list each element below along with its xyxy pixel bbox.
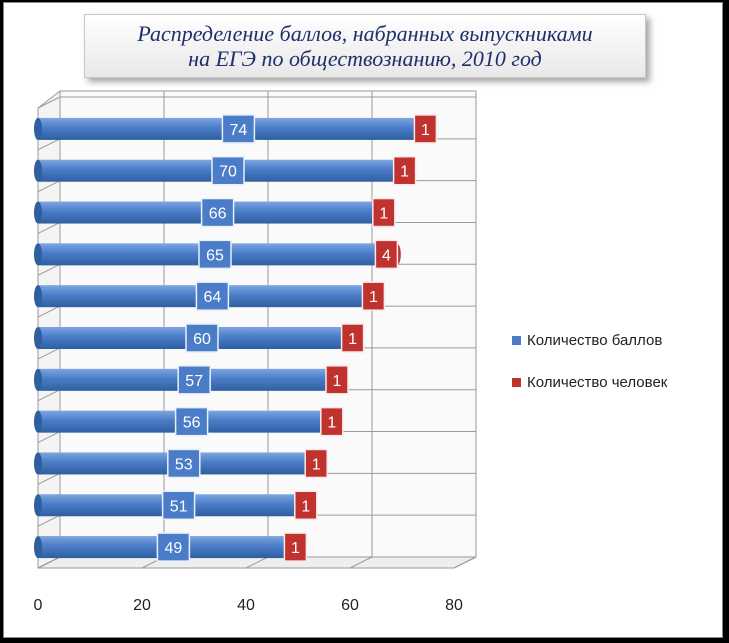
label-box-people bbox=[392, 155, 417, 186]
label-box-people bbox=[413, 114, 438, 144]
gridline-cat bbox=[37, 431, 61, 443]
label-box-people bbox=[374, 239, 399, 270]
bar-scores-cap bbox=[34, 368, 42, 391]
label-box-scores bbox=[161, 490, 196, 521]
bar-scores-cap bbox=[34, 452, 42, 475]
label-box-people bbox=[325, 365, 349, 395]
gridline-cat bbox=[37, 347, 61, 360]
data-label-scores: 70 bbox=[219, 164, 237, 181]
data-label-people: 1 bbox=[312, 456, 321, 473]
data-label-people: 1 bbox=[421, 122, 430, 139]
label-box-people bbox=[304, 448, 328, 479]
legend-item-scores: Количество баллов bbox=[512, 330, 667, 350]
x-tick-label: 0 bbox=[34, 597, 43, 614]
label-box-scores bbox=[174, 406, 209, 437]
label-box-scores bbox=[177, 365, 211, 395]
bar-scores-cap bbox=[34, 494, 42, 517]
gridline-floor bbox=[245, 556, 269, 569]
data-label-people: 1 bbox=[369, 289, 378, 306]
label-box-people bbox=[340, 323, 365, 353]
data-label-scores: 51 bbox=[170, 498, 188, 515]
label-box-people bbox=[283, 532, 308, 562]
data-label-people: 1 bbox=[379, 206, 388, 223]
gridline-cat bbox=[37, 222, 61, 234]
data-label-scores: 56 bbox=[183, 415, 201, 432]
data-label-scores: 60 bbox=[193, 331, 211, 348]
gridline-floor bbox=[349, 556, 373, 569]
label-box-scores bbox=[221, 114, 256, 144]
gridline-cat bbox=[37, 305, 61, 318]
gridline-cat bbox=[37, 263, 61, 276]
label-box-scores bbox=[156, 532, 191, 562]
bar-scores-cap bbox=[34, 243, 42, 266]
gridline-cat bbox=[37, 472, 61, 485]
gridline-cat bbox=[37, 389, 61, 402]
legend-label-people: Количество человек bbox=[527, 373, 668, 391]
data-label-scores: 64 bbox=[204, 289, 222, 306]
data-label-people: 1 bbox=[301, 498, 310, 515]
label-box-scores bbox=[198, 239, 232, 270]
x-tick-label: 60 bbox=[341, 597, 359, 614]
label-box-scores bbox=[211, 155, 245, 186]
x-tick-label: 80 bbox=[445, 597, 463, 614]
bar-scores-cap bbox=[34, 201, 42, 224]
data-label-scores: 49 bbox=[165, 540, 183, 557]
label-box-scores bbox=[200, 197, 235, 228]
data-label-scores: 74 bbox=[230, 122, 248, 139]
gridline-cat bbox=[37, 180, 61, 193]
bar-scores-cap bbox=[34, 285, 42, 308]
legend-item-people: Количество человек bbox=[512, 372, 667, 392]
bar-scores-cap bbox=[34, 159, 42, 182]
data-label-people: 4 bbox=[382, 247, 391, 264]
x-tick-label: 40 bbox=[237, 597, 255, 614]
legend-swatch-blue bbox=[512, 335, 521, 345]
gridline-cat bbox=[37, 514, 61, 527]
data-label-scores: 65 bbox=[206, 247, 224, 264]
label-box-scores bbox=[185, 323, 219, 353]
bar-scores-cap bbox=[34, 410, 42, 433]
legend: Количество баллов Количество человек bbox=[512, 330, 667, 414]
bar-scores-cap bbox=[34, 536, 42, 559]
label-box-people bbox=[361, 281, 386, 311]
label-box-scores bbox=[195, 281, 230, 311]
gridline-cat bbox=[37, 96, 61, 109]
label-box-people bbox=[294, 490, 318, 521]
label-box-people bbox=[320, 406, 344, 437]
legend-label-scores: Количество баллов bbox=[527, 331, 663, 349]
data-label-people: 1 bbox=[400, 164, 409, 181]
gridline-cat bbox=[37, 556, 61, 569]
x-tick-label: 20 bbox=[133, 597, 151, 614]
chart-title-line-2: на ЕГЭ по обществознанию, 2010 год bbox=[188, 46, 542, 71]
chart-title-box: Распределение баллов, набранных выпускни… bbox=[84, 14, 646, 78]
bar-scores-cap bbox=[34, 327, 42, 349]
gridline-cat bbox=[37, 138, 61, 151]
data-label-people: 1 bbox=[348, 331, 357, 348]
data-label-scores: 53 bbox=[175, 456, 193, 473]
legend-swatch-red bbox=[512, 377, 521, 387]
data-label-scores: 57 bbox=[185, 373, 203, 390]
label-box-scores bbox=[167, 448, 201, 479]
chart-title-line-1: Распределение баллов, набранных выпускни… bbox=[137, 21, 593, 46]
data-label-people: 1 bbox=[333, 373, 342, 390]
gridline-floor bbox=[453, 556, 477, 569]
data-label-people: 1 bbox=[291, 540, 300, 557]
label-box-people bbox=[372, 197, 396, 228]
data-label-scores: 66 bbox=[209, 206, 227, 223]
bar-scores-cap bbox=[34, 117, 42, 140]
data-label-people: 1 bbox=[327, 415, 336, 432]
